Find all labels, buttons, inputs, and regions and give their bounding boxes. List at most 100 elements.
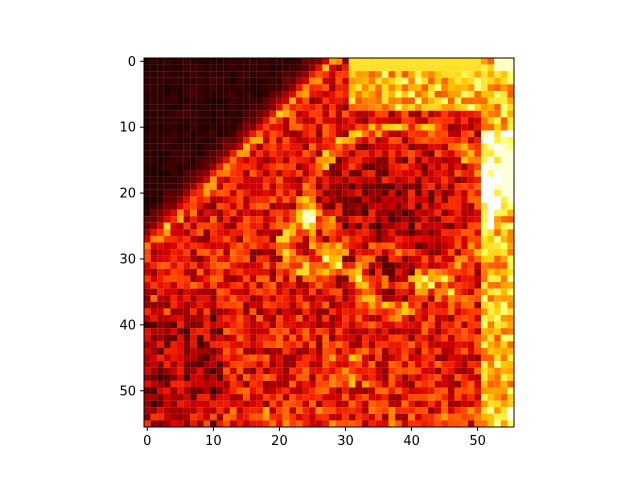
heatmap-cell bbox=[157, 242, 164, 250]
heatmap-cell bbox=[480, 387, 488, 395]
heatmap-cell bbox=[348, 347, 356, 355]
heatmap-cell bbox=[414, 222, 422, 230]
heatmap-cell bbox=[421, 314, 429, 322]
heatmap-cell bbox=[203, 321, 211, 329]
heatmap-cell bbox=[269, 64, 277, 72]
heatmap-cell bbox=[262, 420, 270, 428]
heatmap-cell bbox=[229, 235, 237, 243]
heatmap-cell bbox=[289, 301, 297, 309]
heatmap-cell bbox=[408, 123, 415, 131]
heatmap-cell bbox=[388, 117, 396, 124]
heatmap-cell bbox=[362, 150, 369, 157]
y-tick-label: 20 bbox=[119, 187, 136, 202]
heatmap-cell bbox=[487, 150, 495, 157]
heatmap-cell bbox=[368, 321, 376, 329]
heatmap-cell bbox=[414, 104, 422, 111]
heatmap-cell bbox=[229, 354, 237, 362]
heatmap-cell bbox=[229, 222, 237, 230]
heatmap-cell bbox=[163, 137, 171, 144]
heatmap-cell bbox=[494, 288, 501, 296]
heatmap-cell bbox=[276, 196, 283, 204]
heatmap-cell bbox=[342, 288, 349, 296]
heatmap-cell bbox=[487, 288, 495, 296]
heatmap-cell bbox=[309, 110, 316, 118]
heatmap-cell bbox=[203, 196, 211, 204]
heatmap-cell bbox=[276, 242, 283, 250]
heatmap-cell bbox=[157, 176, 164, 184]
heatmap-cell bbox=[322, 110, 330, 118]
heatmap-cell bbox=[507, 170, 515, 177]
heatmap-cell bbox=[329, 123, 336, 131]
heatmap-cell bbox=[236, 77, 244, 85]
heatmap-cell bbox=[269, 163, 277, 171]
heatmap-cell bbox=[487, 156, 495, 164]
heatmap-cell bbox=[434, 394, 442, 401]
heatmap-cell bbox=[315, 347, 323, 355]
heatmap-cell bbox=[362, 249, 369, 256]
heatmap-cell bbox=[480, 361, 488, 368]
heatmap-cell bbox=[507, 117, 515, 124]
heatmap-cell bbox=[494, 361, 501, 368]
heatmap-cell bbox=[210, 71, 217, 78]
heatmap-cell bbox=[183, 216, 191, 223]
heatmap-cell bbox=[388, 413, 396, 421]
heatmap-cell bbox=[434, 354, 442, 362]
heatmap-cell bbox=[170, 308, 178, 316]
heatmap-cell bbox=[203, 117, 211, 124]
heatmap-cell bbox=[461, 420, 468, 428]
heatmap-cell bbox=[348, 380, 356, 388]
heatmap-cell bbox=[269, 361, 277, 368]
heatmap-cell bbox=[421, 249, 429, 256]
heatmap-cell bbox=[335, 156, 343, 164]
heatmap-cell bbox=[203, 413, 211, 421]
heatmap-cell bbox=[309, 367, 316, 375]
heatmap-cell bbox=[342, 64, 349, 72]
heatmap-cell bbox=[269, 222, 277, 230]
heatmap-cell bbox=[441, 163, 448, 171]
heatmap-cell bbox=[289, 183, 297, 190]
heatmap-cell bbox=[229, 216, 237, 223]
heatmap-cell bbox=[487, 347, 495, 355]
heatmap-cell bbox=[243, 58, 250, 65]
heatmap-cell bbox=[474, 380, 482, 388]
heatmap-cell bbox=[342, 367, 349, 375]
heatmap-cell bbox=[494, 367, 501, 375]
heatmap-cell bbox=[309, 97, 316, 105]
heatmap-cell bbox=[236, 150, 244, 157]
heatmap-cell bbox=[249, 420, 257, 428]
heatmap-cell bbox=[388, 420, 396, 428]
heatmap-cell bbox=[335, 176, 343, 184]
heatmap-cell bbox=[375, 400, 382, 408]
heatmap-cell bbox=[329, 176, 336, 184]
heatmap-cell bbox=[295, 255, 303, 263]
heatmap-cell bbox=[494, 189, 501, 197]
heatmap-cell bbox=[229, 407, 237, 414]
heatmap-cell bbox=[375, 150, 382, 157]
heatmap-cell bbox=[428, 229, 435, 236]
heatmap-cell bbox=[322, 308, 330, 316]
heatmap-cell bbox=[395, 262, 402, 269]
heatmap-cell bbox=[395, 394, 402, 401]
heatmap-cell bbox=[474, 334, 482, 342]
heatmap-cell bbox=[474, 262, 482, 269]
heatmap-cell bbox=[203, 400, 211, 408]
heatmap-cell bbox=[196, 143, 204, 151]
heatmap-cell bbox=[480, 110, 488, 118]
heatmap-cell bbox=[368, 334, 376, 342]
heatmap-cell bbox=[163, 216, 171, 223]
heatmap-cell bbox=[494, 143, 501, 151]
heatmap-cell bbox=[401, 84, 409, 91]
heatmap-cell bbox=[441, 222, 448, 230]
heatmap-cell bbox=[262, 361, 270, 368]
heatmap-cell bbox=[229, 202, 237, 210]
heatmap-cell bbox=[428, 110, 435, 118]
heatmap-cell bbox=[441, 394, 448, 401]
heatmap-cell bbox=[500, 394, 508, 401]
heatmap-cell bbox=[216, 347, 224, 355]
heatmap-cell bbox=[289, 90, 297, 98]
heatmap-cell bbox=[183, 202, 191, 210]
heatmap-cell bbox=[183, 308, 191, 316]
heatmap-cell bbox=[342, 123, 349, 131]
heatmap-cell bbox=[434, 176, 442, 184]
heatmap-cell bbox=[190, 163, 197, 171]
